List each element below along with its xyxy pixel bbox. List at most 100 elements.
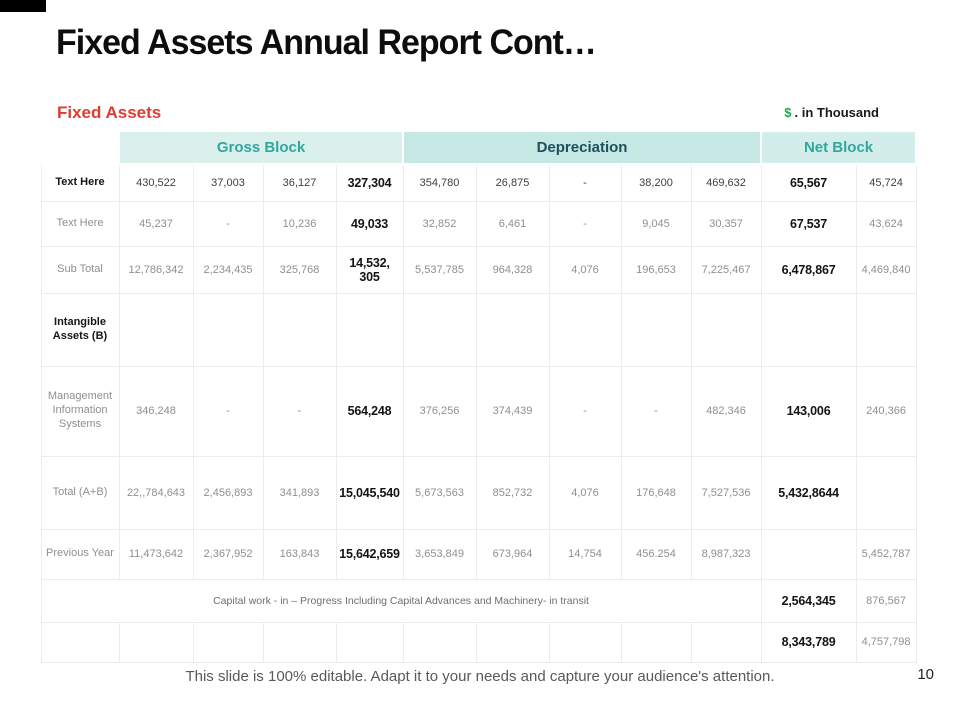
table-cell: [475, 292, 550, 367]
table-cell: [402, 621, 477, 663]
table-cell: 374,439: [475, 365, 550, 457]
table-cell: -: [548, 365, 622, 457]
table-cell: 36,127: [262, 163, 337, 202]
table-cell: 196,653: [620, 245, 692, 294]
table-cell: 7,527,536: [690, 455, 762, 530]
table-row: Total (A+B) 22,,784,643 2,456,893 341,89…: [40, 455, 917, 530]
table-cell: [548, 292, 622, 367]
table-cell: [855, 292, 917, 367]
table-cell: -: [548, 200, 622, 247]
row-label: Text Here: [40, 163, 120, 202]
page-title: Fixed Assets Annual Report Cont…: [56, 23, 597, 62]
table-cell: [40, 621, 120, 663]
table-cell: -: [548, 163, 622, 202]
table-cell: 22,,784,643: [118, 455, 194, 530]
unit-label-group: $. in Thousand: [784, 105, 879, 120]
table-cell: 32,852: [402, 200, 477, 247]
table-cell: [262, 292, 337, 367]
table-cell: -: [192, 365, 264, 457]
table-cell: 11,473,642: [118, 528, 194, 580]
footer-note: This slide is 100% editable. Adapt it to…: [185, 668, 775, 685]
corner-blank-cell: [40, 130, 120, 165]
table-cell: 10,236: [262, 200, 337, 247]
table-cell: 12,786,342: [118, 245, 194, 294]
table-row: Intangible Assets (B): [40, 292, 917, 367]
table-cell: 4,469,840: [855, 245, 917, 294]
table-cell: 2,564,345: [760, 578, 857, 623]
table-caption-row: Fixed Assets $. in Thousand: [40, 95, 915, 130]
row-label: Intangible Assets (B): [40, 292, 120, 367]
table-cell: [760, 292, 857, 367]
table-cell: 564,248: [335, 365, 404, 457]
table-cell: 5,537,785: [402, 245, 477, 294]
table-cell: 45,237: [118, 200, 194, 247]
table-cell: [475, 621, 550, 663]
table-cell: 341,893: [262, 455, 337, 530]
top-accent-bar: [0, 0, 46, 12]
capital-wip-note: Capital work - in – Progress Including C…: [40, 578, 762, 623]
table-cell: [192, 292, 264, 367]
table-cell: -: [620, 365, 692, 457]
table-cell: -: [262, 365, 337, 457]
table-cell: 7,225,467: [690, 245, 762, 294]
table-cell: 45,724: [855, 163, 917, 202]
row-label: Text Here: [40, 200, 120, 247]
table-cell: 327,304: [335, 163, 404, 202]
table-caption: Fixed Assets: [57, 102, 162, 122]
table-cell: 673,964: [475, 528, 550, 580]
row-label: Previous Year: [40, 528, 120, 580]
table-cell: 37,003: [192, 163, 264, 202]
table-cell: 964,328: [475, 245, 550, 294]
table-cell: 325,768: [262, 245, 337, 294]
row-label: Management Information Systems: [40, 365, 120, 457]
table-cell: 14,754: [548, 528, 622, 580]
table-cell: 5,432,8644: [760, 455, 857, 530]
table-cell: 9,045: [620, 200, 692, 247]
table-cell: 67,537: [760, 200, 857, 247]
col-group-net-block: Net Block: [760, 130, 918, 165]
table-cell: 30,357: [690, 200, 762, 247]
table-cell: 38,200: [620, 163, 692, 202]
table-cell: 163,843: [262, 528, 337, 580]
table-cell: 430,522: [118, 163, 194, 202]
table-cell: 8,343,789: [760, 621, 857, 663]
table-cell: 5,452,787: [855, 528, 917, 580]
table-row: Sub Total 12,786,342 2,234,435 325,768 1…: [40, 245, 917, 294]
table-cell: 376,256: [402, 365, 477, 457]
table-cell: 3,653,849: [402, 528, 477, 580]
table-cell: 5,673,563: [402, 455, 477, 530]
table-cell: [335, 621, 404, 663]
table-cell: [855, 455, 917, 530]
table-cell: 4,076: [548, 245, 622, 294]
unit-label: . in Thousand: [794, 105, 880, 120]
table-cell: 240,366: [855, 365, 917, 457]
page-number: 10: [917, 666, 934, 683]
table-cell: 482,346: [690, 365, 762, 457]
table-cell: 346,248: [118, 365, 194, 457]
table-cell: 15,045,540: [335, 455, 404, 530]
table-cell: 49,033: [335, 200, 404, 247]
table-cell: [335, 292, 404, 367]
table-cell: 2,234,435: [192, 245, 264, 294]
table-cell: 852,732: [475, 455, 550, 530]
capital-wip-row: Capital work - in – Progress Including C…: [40, 578, 917, 623]
table-cell: 469,632: [690, 163, 762, 202]
table-cell: 6,461: [475, 200, 550, 247]
table-cell: 4,757,798: [855, 621, 917, 663]
table-cell: [192, 621, 264, 663]
table-cell: 4,076: [548, 455, 622, 530]
col-group-depreciation: Depreciation: [401, 130, 763, 165]
table-cell: -: [192, 200, 264, 247]
row-label: Total (A+B): [40, 455, 120, 530]
table-cell: [548, 621, 622, 663]
table-cell: 2,456,893: [192, 455, 264, 530]
table-cell: 456.254: [620, 528, 692, 580]
table-cell: 15,642,659: [335, 528, 404, 580]
table-row: Previous Year 11,473,642 2,367,952 163,8…: [40, 528, 917, 580]
table-cell: [118, 621, 194, 663]
currency-symbol: $: [784, 105, 792, 120]
table-cell: 876,567: [855, 578, 917, 623]
table-cell: [760, 528, 857, 580]
table-cell: 26,875: [475, 163, 550, 202]
